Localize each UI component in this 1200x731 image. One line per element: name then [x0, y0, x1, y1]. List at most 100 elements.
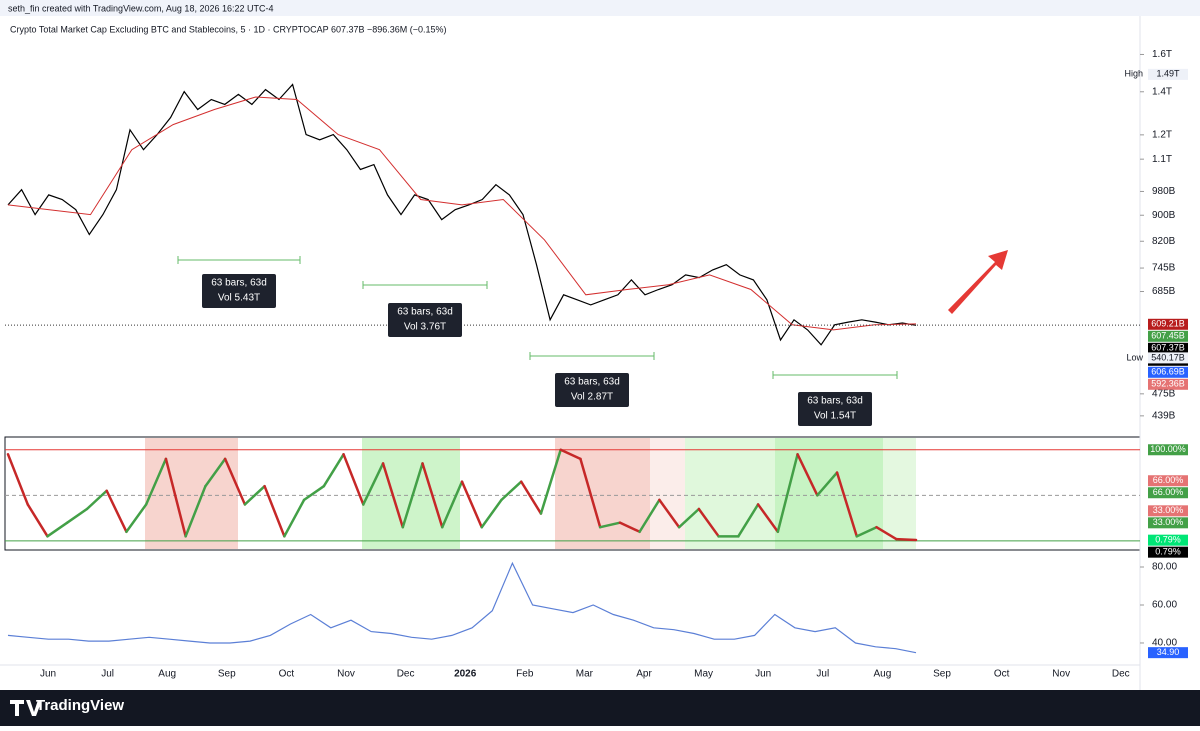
osc-segment: [618, 521, 641, 534]
extreme-bg: [1148, 352, 1188, 364]
price-label: 592.36B: [1151, 379, 1185, 389]
price-label: 33.00%: [1153, 517, 1184, 527]
osc-segment: [26, 503, 49, 538]
x-tick-label: May: [694, 669, 713, 680]
osc-segment: [441, 480, 464, 529]
osc-segment: [776, 453, 799, 534]
y-tick-label: 60.00: [1152, 600, 1177, 611]
x-tick-label: Dec: [1112, 669, 1130, 680]
x-tick-label: Jun: [40, 669, 56, 680]
measure-text: Vol 3.76T: [404, 322, 446, 333]
price-label: 607.37B: [1151, 343, 1185, 353]
y-tick-label: 1.1T: [1152, 154, 1172, 165]
extreme-bg: [1148, 68, 1188, 80]
measure-text: Vol 5.43T: [218, 293, 260, 304]
osc-segment: [362, 462, 385, 506]
osc-segment: [677, 507, 701, 529]
osc-segment: [46, 521, 69, 538]
y-tick-label: 40.00: [1152, 638, 1177, 649]
price-label: 66.00%: [1153, 475, 1184, 485]
y-tick-label: 745B: [1152, 263, 1176, 274]
osc-segment: [342, 453, 365, 506]
price-label: 100.00%: [1150, 444, 1186, 454]
osc-segment: [65, 507, 89, 524]
chart-title: Crypto Total Market Cap Excluding BTC an…: [10, 24, 447, 34]
measure-box: [388, 303, 462, 337]
osc-segment: [756, 503, 780, 534]
osc-segment: [401, 462, 424, 529]
osc-segment: [579, 457, 602, 529]
osc-segment: [144, 457, 168, 506]
osc-segment: [105, 489, 128, 534]
price-label: 0.79%: [1155, 535, 1181, 545]
y-tick-label: 1.6T: [1152, 49, 1172, 60]
x-tick-label: Feb: [516, 669, 534, 680]
measure-text: 63 bars, 63d: [807, 396, 863, 407]
price-line: [7, 96, 917, 331]
y-tick-label: 475B: [1152, 388, 1176, 399]
osc-segment: [559, 448, 582, 461]
y-tick-label: 820B: [1152, 236, 1176, 247]
extreme-label: 1.49T: [1156, 69, 1180, 79]
osc-segment: [796, 453, 819, 497]
price-label-bg: [1148, 534, 1188, 546]
osc-segment: [875, 525, 898, 541]
x-tick-label: Nov: [337, 669, 355, 680]
osc-segment: [500, 480, 523, 502]
footer: [0, 690, 1200, 726]
osc-segment: [164, 457, 187, 538]
x-tick-label: Mar: [576, 669, 594, 680]
price-label: 34.90: [1157, 647, 1180, 657]
price-label-bg: [1148, 444, 1188, 456]
price-label-bg: [1148, 487, 1188, 499]
y-tick-label: 1.2T: [1152, 129, 1172, 140]
extreme-name: Low: [1126, 352, 1143, 362]
price-label: 66.00%: [1153, 487, 1184, 497]
price-label-bg: [1148, 647, 1188, 659]
top-bar: [0, 0, 1200, 16]
zone: [145, 438, 238, 549]
zone: [775, 438, 883, 549]
osc-segment: [283, 498, 306, 538]
price-label-bg: [1148, 505, 1188, 517]
x-tick-label: Apr: [636, 669, 652, 680]
price-label-bg: [1148, 318, 1188, 330]
zone: [362, 438, 460, 549]
y-tick-label: 980B: [1152, 186, 1176, 197]
osc-segment: [204, 457, 227, 488]
price-label-bg: [1148, 475, 1188, 487]
osc-segment: [243, 484, 266, 506]
osc-segment: [85, 489, 108, 511]
measure-box: [202, 274, 276, 308]
osc-segment: [697, 507, 720, 538]
osc-segment: [421, 462, 444, 529]
measure-box: [798, 392, 872, 426]
arrow: [948, 250, 1008, 314]
osc-segment: [460, 480, 483, 529]
x-tick-label: Nov: [1052, 669, 1070, 680]
extreme-name: High: [1124, 69, 1143, 79]
price-label-bg: [1148, 546, 1188, 558]
price-label-bg: [1148, 342, 1188, 354]
osc-segment: [480, 498, 503, 529]
osc-segment: [381, 462, 405, 529]
logo: TradingView: [36, 697, 124, 714]
osc-segment: [322, 453, 345, 488]
x-tick-label: Aug: [874, 669, 892, 680]
x-tick-label: Aug: [158, 669, 176, 680]
price-label: 609.21B: [1151, 319, 1185, 329]
osc-segment: [658, 498, 681, 529]
osc-segment: [302, 484, 326, 502]
extreme-label: 540.17B: [1151, 352, 1185, 362]
zone: [883, 438, 916, 549]
y-tick-label: 439B: [1152, 410, 1176, 421]
osc-segment: [263, 484, 286, 538]
osc-segment: [598, 521, 622, 529]
osc-segment: [539, 448, 562, 515]
x-tick-label: Jun: [755, 669, 771, 680]
osc-segment: [6, 453, 29, 506]
measure-box: [555, 373, 629, 407]
